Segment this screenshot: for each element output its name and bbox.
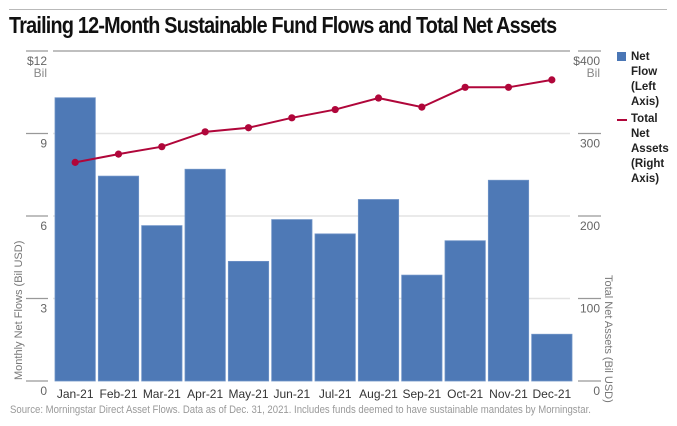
line-point	[71, 158, 79, 166]
source-note: Source: Morningstar Direct Asset Flows. …	[10, 404, 591, 416]
line-point	[331, 105, 339, 114]
legend-label: Axis)	[631, 173, 660, 185]
legend-label: Total Net	[631, 113, 658, 140]
bars-net-flow	[54, 97, 573, 382]
line-total-net-assets	[71, 76, 556, 166]
left-axis-title: Monthly Net Flows (Bil USD)	[13, 241, 25, 380]
left-axis-tick-label: $12	[27, 54, 47, 68]
series-line	[74, 78, 553, 164]
legend-item-net-flow: Net Flow (Left Axis)	[617, 50, 677, 110]
legend-label: (Right	[631, 158, 665, 170]
right-axis-tick-label: 100	[580, 302, 600, 316]
x-axis-tick-label: Feb-21	[99, 387, 137, 401]
right-axis-unit-label: Bil	[587, 66, 600, 80]
legend-swatch-bar	[617, 52, 626, 61]
line-point	[114, 150, 123, 158]
bar	[271, 219, 313, 382]
x-axis-tick-label: Aug-21	[359, 387, 398, 401]
bar	[531, 333, 573, 382]
x-axis-tick-label: Jan-21	[57, 387, 94, 401]
line-point	[244, 124, 253, 132]
x-axis-tick-label: Dec-21	[532, 387, 571, 401]
left-axis-tick-label: 3	[40, 302, 47, 316]
legend-label: Net Flow	[631, 51, 658, 78]
line-point	[504, 83, 513, 91]
left-axis-tick-label: 9	[40, 137, 47, 151]
x-axis-tick-label: Apr-21	[187, 387, 223, 401]
bar	[184, 168, 226, 382]
legend-label: Assets	[631, 143, 669, 155]
bar	[357, 199, 400, 382]
line-point	[201, 128, 209, 136]
right-axis-title: Total Net Assets (Bil USD)	[602, 275, 614, 403]
x-axis-tick-label: Jul-21	[319, 387, 352, 401]
line-point	[418, 103, 426, 111]
legend: Net Flow (Left Axis) Total Net Assets (R…	[617, 50, 677, 189]
legend-swatch-line	[617, 119, 627, 121]
right-axis-tick-label: 300	[580, 137, 600, 151]
line-point	[158, 143, 166, 151]
line-point	[461, 83, 469, 91]
bar	[487, 179, 530, 382]
line-point	[288, 114, 296, 122]
top-rule	[9, 9, 667, 10]
left-axis-tick-label: 6	[40, 219, 47, 233]
bar	[401, 274, 443, 382]
right-axis-tick-label: 0	[593, 384, 600, 398]
x-axis-tick-label: Sep-21	[402, 387, 441, 401]
chart-title: Trailing 12-Month Sustainable Fund Flows…	[9, 12, 557, 38]
right-axis-tick-label: 200	[580, 219, 600, 233]
legend-item-total-net-assets: Total Net Assets (Right Axis)	[617, 112, 677, 187]
line-point	[548, 76, 556, 84]
x-axis-tick-label: Nov-21	[489, 387, 528, 401]
bar	[227, 260, 270, 382]
x-axis-labels: Jan-21 Feb-21 Mar-21 Apr-21 May-21 Jun-21 Jul-…	[57, 387, 572, 401]
right-axis-tick-label: $400	[573, 54, 600, 68]
bar	[314, 233, 356, 382]
legend-label: Axis)	[631, 96, 660, 108]
x-axis-tick-label: Oct-21	[447, 387, 483, 401]
x-axis-tick-label: Mar-21	[143, 387, 181, 401]
bar	[141, 225, 183, 382]
legend-label: (Left	[631, 81, 656, 93]
x-axis-tick-label: May-21	[228, 387, 268, 401]
left-axis-tick-label: 0	[40, 384, 47, 398]
bar	[54, 97, 96, 382]
left-axis-unit-label: Bil	[34, 66, 47, 80]
x-axis-tick-label: Jun-21	[273, 387, 310, 401]
bar	[97, 175, 140, 382]
bar	[444, 240, 486, 382]
line-point	[374, 94, 383, 102]
